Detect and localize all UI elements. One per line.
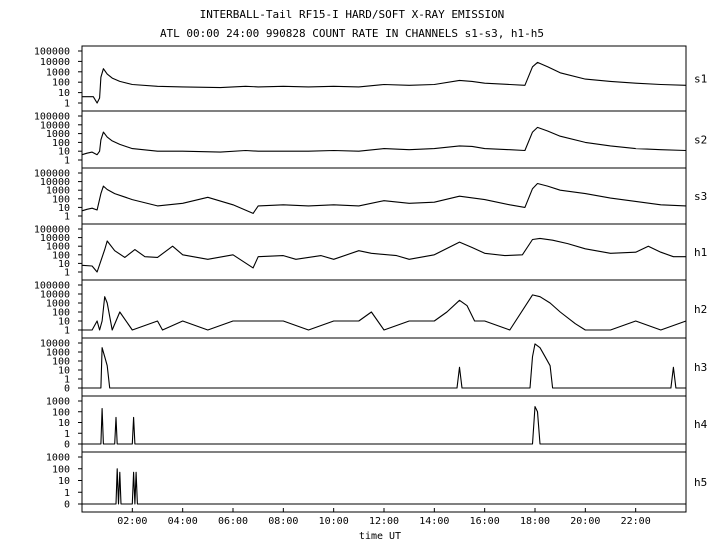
y-tick-label: 100	[52, 78, 70, 89]
y-tick-label: 100	[52, 407, 70, 418]
x-tick-label: 20:00	[570, 516, 600, 527]
y-tick-label: 1	[64, 99, 70, 110]
y-tick-label: 1	[64, 429, 70, 440]
y-tick-label: 10	[58, 317, 70, 328]
series-label-h2: h2	[694, 303, 707, 316]
y-tick-label: 100000	[34, 47, 70, 58]
y-tick-label: 1000	[46, 299, 70, 310]
chart-subtitle: ATL 00:00 24:00 990828 COUNT RATE IN CHA…	[160, 27, 544, 40]
y-tick-label: 1000	[46, 348, 70, 359]
series-line-h3	[82, 343, 686, 389]
x-tick-label: 08:00	[268, 516, 298, 527]
series-line-h1	[81, 237, 686, 273]
y-tick-label: 1	[64, 488, 70, 499]
y-tick-label: 1000	[46, 242, 70, 253]
series-label-s3: s3	[694, 190, 707, 203]
y-tick-label: 1	[64, 212, 70, 223]
panel-frame-s3	[81, 167, 687, 225]
panel-frame-h1	[81, 223, 687, 281]
y-tick-label: 100	[52, 194, 70, 205]
series-label-s2: s2	[694, 134, 707, 147]
x-axis-label: time UT	[359, 531, 401, 542]
y-tick-label: 100	[52, 138, 70, 149]
x-tick-label: 10:00	[319, 516, 349, 527]
panel-frame-s2	[81, 110, 687, 169]
y-tick-label: 0	[64, 384, 70, 395]
y-tick-label: 1	[64, 375, 70, 386]
x-tick-label: 22:00	[621, 516, 651, 527]
y-tick-label: 10000	[40, 290, 70, 301]
x-tick-label: 02:00	[117, 516, 147, 527]
x-tick-label: 06:00	[218, 516, 248, 527]
x-axis-ticks: 02:00 04:00 06:00 08:00 10:00 12:00 14:00 16:00…	[117, 508, 651, 527]
y-tick-label: 10000	[40, 57, 70, 68]
y-tick-label: 1000	[46, 397, 70, 408]
y-tick-label: 1000	[46, 67, 70, 78]
y-tick-label: 10	[58, 418, 70, 429]
y-tick-label: 100000	[34, 225, 70, 236]
series-label-h1: h1	[694, 246, 707, 259]
y-tick-label: 1	[64, 156, 70, 167]
panel-frame-h5	[81, 451, 687, 513]
y-tick-label: 1	[64, 326, 70, 337]
y-tick-label: 100	[52, 464, 70, 475]
y-tick-label: 1	[64, 268, 70, 279]
panel-frame-s1	[81, 45, 687, 112]
series-line-s1	[82, 61, 687, 104]
y-tick-label: 100	[52, 250, 70, 261]
y-tick-label: 100000	[34, 112, 70, 123]
y-tick-label: 10	[58, 88, 70, 99]
y-tick-label: 10000	[40, 120, 70, 131]
y-tick-label: 100000	[34, 169, 70, 180]
y-tick-label: 10000	[40, 233, 70, 244]
y-tick-label: 10	[58, 147, 70, 158]
series-line-h2	[82, 294, 687, 331]
x-tick-label: 18:00	[520, 516, 550, 527]
y-tick-label: 10	[58, 203, 70, 214]
x-tick-label: 04:00	[168, 516, 198, 527]
series-label-s1: s1	[694, 73, 707, 86]
series-label-h4: h4	[694, 418, 708, 431]
y-tick-label: 100000	[34, 281, 70, 292]
panels-group: 100000100001000100101s110000010000100010…	[34, 45, 708, 513]
x-tick-label: 12:00	[369, 516, 399, 527]
y-tick-label: 0	[64, 440, 70, 451]
chart-title: INTERBALL-Tail RF15-I HARD/SOFT X-RAY EM…	[200, 8, 505, 21]
y-tick-label: 10	[58, 476, 70, 487]
series-line-h5	[82, 468, 686, 505]
x-tick-label: 16:00	[470, 516, 500, 527]
y-tick-label: 0	[64, 500, 70, 511]
series-label-h5: h5	[694, 476, 707, 489]
y-tick-label: 100	[52, 357, 70, 368]
y-tick-label: 100	[52, 308, 70, 319]
panel-frame-h3	[81, 337, 687, 397]
y-tick-label: 1000	[46, 129, 70, 140]
y-tick-label: 10000	[40, 177, 70, 188]
y-tick-label: 1000	[46, 186, 70, 197]
y-tick-label: 1000	[46, 453, 70, 464]
y-tick-label: 10000	[40, 339, 70, 350]
series-label-h3: h3	[694, 361, 707, 374]
y-tick-label: 10	[58, 366, 70, 377]
series-line-s3	[81, 182, 687, 214]
series-line-h4	[82, 406, 686, 445]
x-tick-label: 14:00	[419, 516, 449, 527]
y-tick-label: 10	[58, 259, 70, 270]
series-line-s2	[81, 126, 687, 156]
